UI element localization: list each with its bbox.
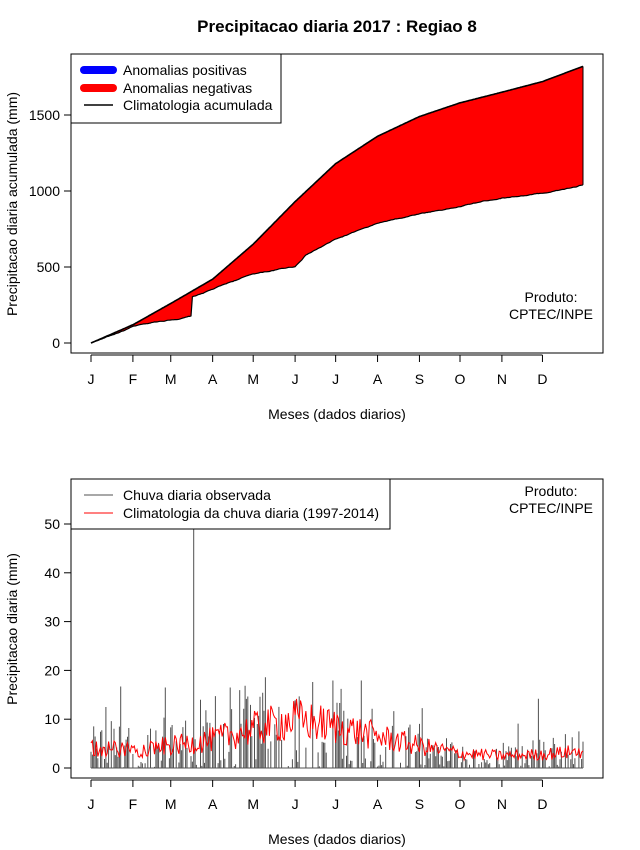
x-tick-label: S xyxy=(415,796,424,812)
legend-label-daily-climatology: Climatologia da chuva diaria (1997-2014) xyxy=(123,505,379,521)
daily-x-label: Meses (dados diarios) xyxy=(268,831,406,847)
x-tick-label: M xyxy=(247,796,259,812)
x-tick-label: F xyxy=(129,371,138,387)
daily-annotation: Produto: CPTEC/INPE xyxy=(509,483,593,516)
x-tick-label: F xyxy=(129,796,138,812)
x-tick-label: D xyxy=(537,796,547,812)
climatology-accumulated-line xyxy=(90,65,584,344)
daily-y-label: Precipitacao diaria (mm) xyxy=(4,553,20,705)
accumulated-plot-area xyxy=(90,65,584,344)
x-tick-label: A xyxy=(208,796,218,812)
legend-label-climatology: Climatologia acumulada xyxy=(123,97,273,113)
y-tick-label: 0 xyxy=(52,335,60,351)
y-tick-label: 10 xyxy=(44,711,60,727)
x-tick-label: J xyxy=(88,371,95,387)
x-tick-label: A xyxy=(373,371,383,387)
y-tick-label: 500 xyxy=(37,259,61,275)
legend-label-positive: Anomalias positivas xyxy=(123,62,247,78)
accumulated-x-label: Meses (dados diarios) xyxy=(268,406,406,422)
x-tick-label: J xyxy=(332,796,339,812)
y-tick-label: 30 xyxy=(44,614,60,630)
observed-daily-bars xyxy=(90,524,584,769)
x-tick-label: M xyxy=(165,796,177,812)
x-tick-label: N xyxy=(497,796,507,812)
accumulated-y-axis: 0 500 1000 1500 xyxy=(29,107,72,351)
accumulated-panel: 0 500 1000 1500 J F M A M J J A S O N D Meses (dados d… xyxy=(4,53,604,422)
accumulated-y-label: Precipitacao diaria acumulada (mm) xyxy=(4,92,20,316)
chart-title: Precipitacao diaria 2017 : Regiao 8 xyxy=(197,17,477,36)
x-tick-label: M xyxy=(247,371,259,387)
accumulated-legend: Anomalias positivas Anomalias negativas … xyxy=(70,53,282,124)
x-tick-label: M xyxy=(165,371,177,387)
annotation-line-2: CPTEC/INPE xyxy=(509,500,593,516)
x-tick-label: S xyxy=(415,371,424,387)
x-tick-label: D xyxy=(537,371,547,387)
x-tick-label: O xyxy=(455,371,466,387)
negative-anomaly-area xyxy=(91,66,583,344)
annotation-line-1: Produto: xyxy=(525,289,578,305)
annotation-line-1: Produto: xyxy=(525,483,578,499)
legend-label-negative: Anomalias negativas xyxy=(123,80,252,96)
y-tick-label: 20 xyxy=(44,662,60,678)
observed-daily-bar-lines xyxy=(90,524,584,768)
annotation-line-2: CPTEC/INPE xyxy=(509,306,593,322)
daily-y-axis: 0 10 20 30 40 50 xyxy=(44,516,72,776)
y-tick-label: 40 xyxy=(44,565,60,581)
x-tick-label: A xyxy=(208,371,218,387)
daily-climatology-line xyxy=(90,698,584,762)
daily-panel: 0 10 20 30 40 50 J F M A M J J A S O N D Meses (dados di… xyxy=(4,478,604,847)
daily-legend: Chuva diaria observada Climatologia da c… xyxy=(70,478,391,530)
x-tick-label: O xyxy=(455,796,466,812)
x-tick-label: N xyxy=(497,371,507,387)
observed-accumulated-line xyxy=(90,184,584,344)
y-tick-label: 1000 xyxy=(29,183,60,199)
x-tick-label: J xyxy=(88,796,95,812)
y-tick-label: 50 xyxy=(44,516,60,532)
y-tick-label: 1500 xyxy=(29,107,60,123)
legend-box xyxy=(70,478,391,530)
legend-label-observed: Chuva diaria observada xyxy=(123,487,271,503)
x-tick-label: J xyxy=(292,371,299,387)
x-tick-label: J xyxy=(292,796,299,812)
x-tick-label: A xyxy=(373,796,383,812)
y-tick-label: 0 xyxy=(52,760,60,776)
accumulated-annotation: Produto: CPTEC/INPE xyxy=(509,289,593,322)
x-tick-label: J xyxy=(332,371,339,387)
